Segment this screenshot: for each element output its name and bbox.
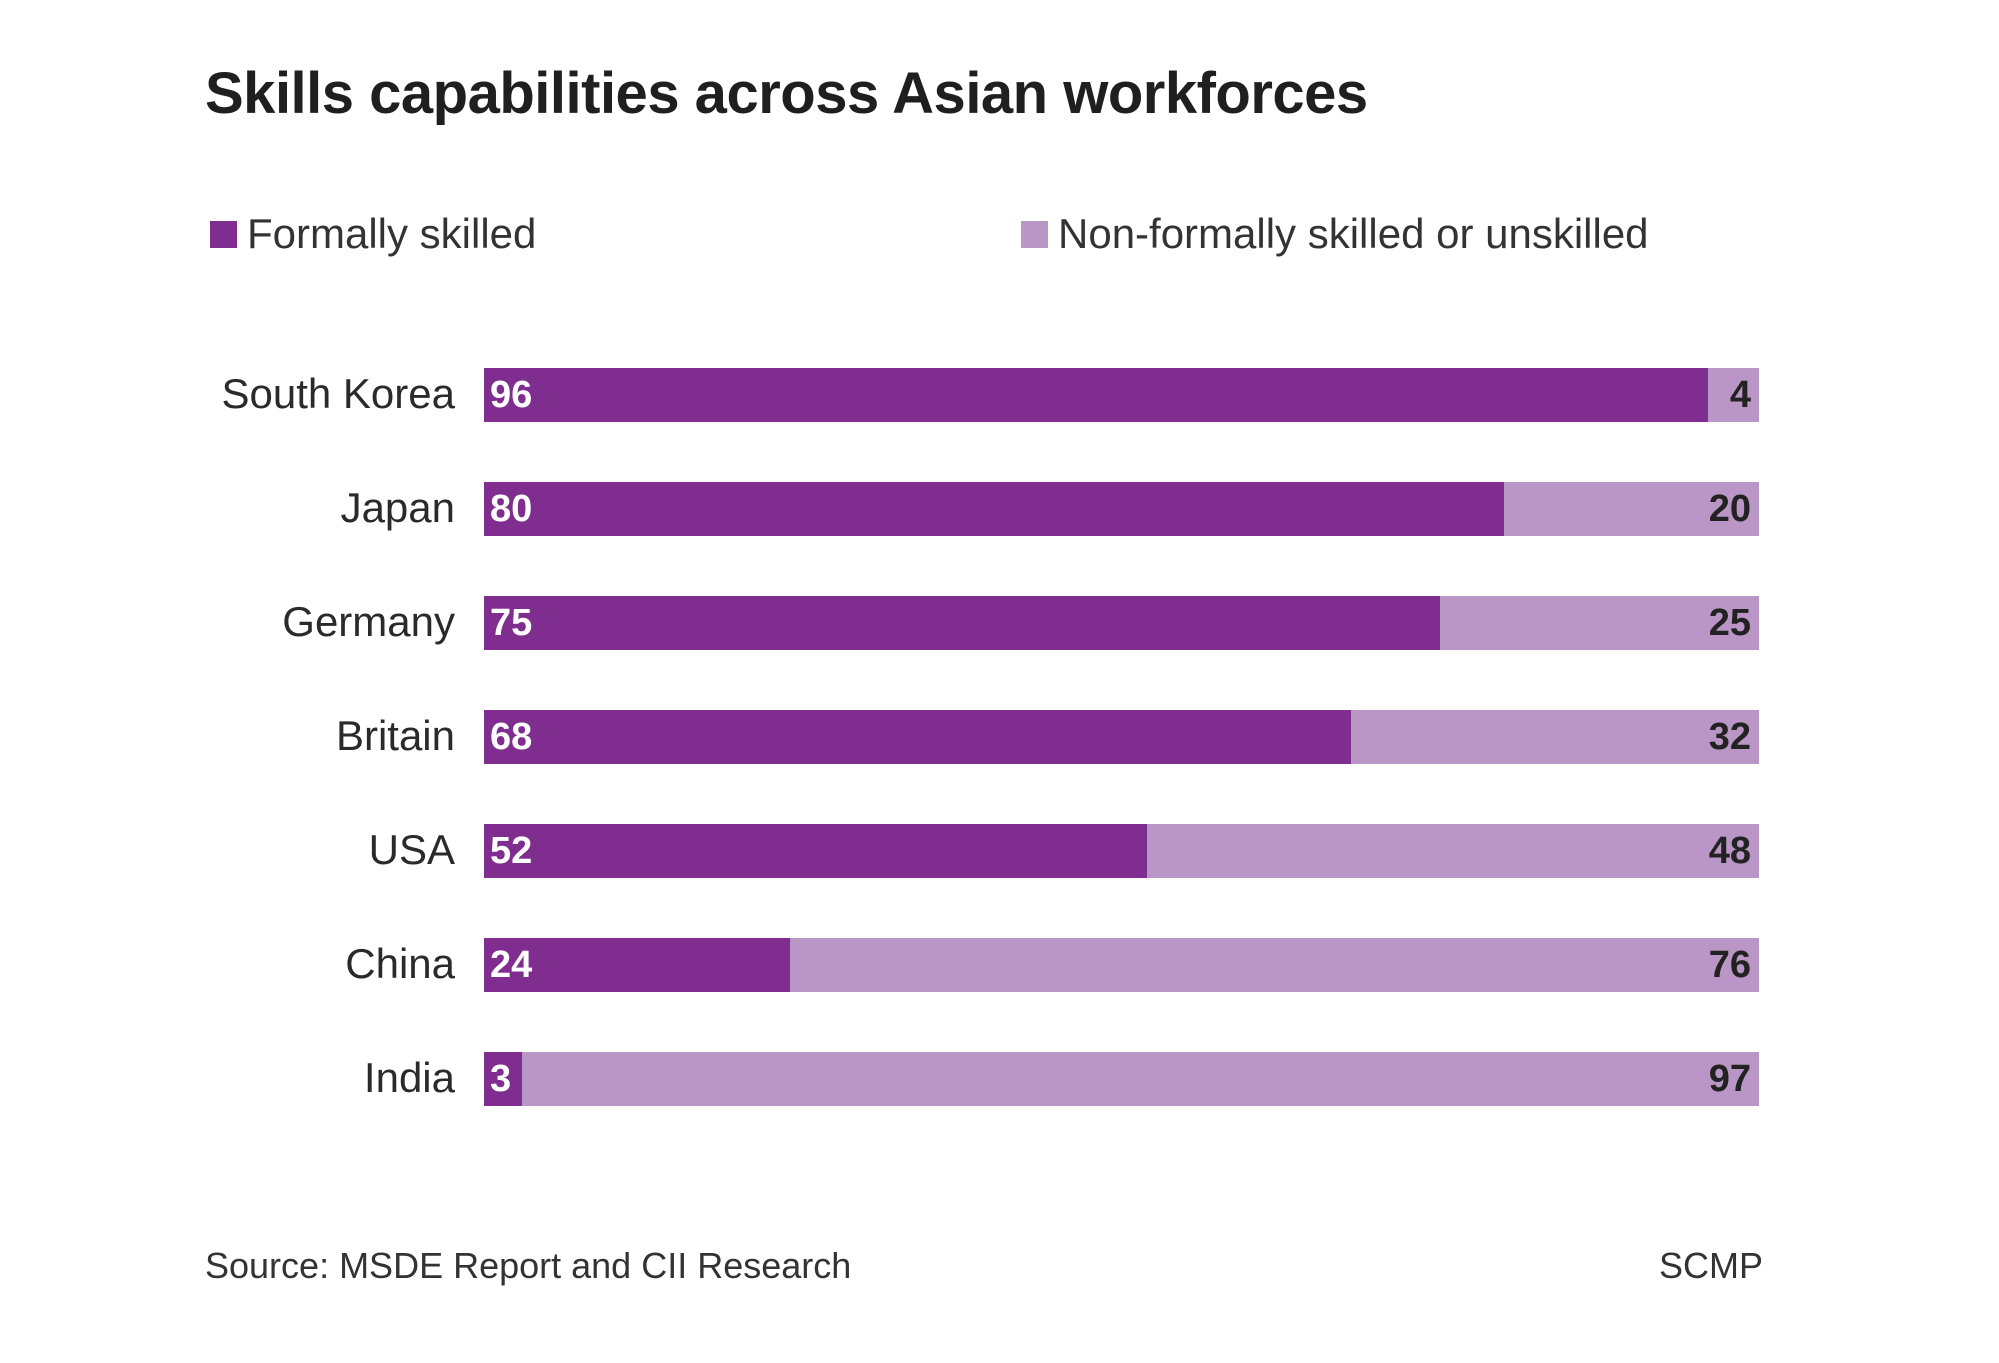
data-label: 80 (490, 488, 533, 530)
data-label: 24 (490, 944, 533, 986)
bar-formally-skilled (484, 1052, 523, 1106)
category-label: Germany (282, 598, 455, 645)
legend-swatch (1021, 220, 1048, 248)
chart-title: Skills capabilities across Asian workfor… (205, 61, 1368, 126)
data-label: 32 (1708, 716, 1751, 758)
bar-non-formally-skilled (522, 1052, 1759, 1106)
data-label: 96 (490, 374, 533, 416)
bar-non-formally-skilled (1147, 824, 1759, 878)
category-label: Japan (340, 484, 455, 531)
data-label: 25 (1708, 602, 1751, 644)
data-label: 76 (1708, 944, 1751, 986)
bar-formally-skilled (484, 368, 1708, 422)
data-label: 4 (1729, 374, 1751, 416)
data-label: 68 (490, 716, 533, 758)
legend-item-non-formally-skilled: Non-formally skilled or unskilled (1021, 210, 1649, 258)
bar-formally-skilled (484, 710, 1351, 764)
bar-non-formally-skilled (1351, 710, 1759, 764)
legend-label: Formally skilled (247, 210, 537, 257)
category-label: South Korea (221, 370, 455, 417)
bar-non-formally-skilled (1504, 482, 1759, 536)
data-label: 20 (1708, 488, 1751, 530)
bar-formally-skilled (484, 596, 1441, 650)
legend-item-formally-skilled: Formally skilled (210, 210, 536, 258)
category-label: India (363, 1054, 455, 1101)
legend-label: Non-formally skilled or unskilled (1058, 210, 1649, 257)
data-label: 52 (490, 830, 533, 872)
data-label: 75 (490, 602, 533, 644)
credit: SCMP (1658, 1245, 1763, 1286)
data-label: 3 (490, 1058, 512, 1100)
bar-formally-skilled (484, 824, 1147, 878)
category-label: USA (368, 826, 455, 873)
data-label: 48 (1708, 830, 1751, 872)
bar-non-formally-skilled (790, 938, 1759, 992)
bar-non-formally-skilled (1708, 368, 1759, 422)
source-note: Source: MSDE Report and CII Research (205, 1245, 852, 1286)
legend-swatch (210, 220, 237, 248)
category-label: China (345, 940, 455, 987)
data-label: 97 (1708, 1058, 1751, 1100)
bar-formally-skilled (484, 938, 790, 992)
category-label: Britain (335, 712, 455, 759)
bar-non-formally-skilled (1440, 596, 1759, 650)
bar-formally-skilled (484, 482, 1504, 536)
